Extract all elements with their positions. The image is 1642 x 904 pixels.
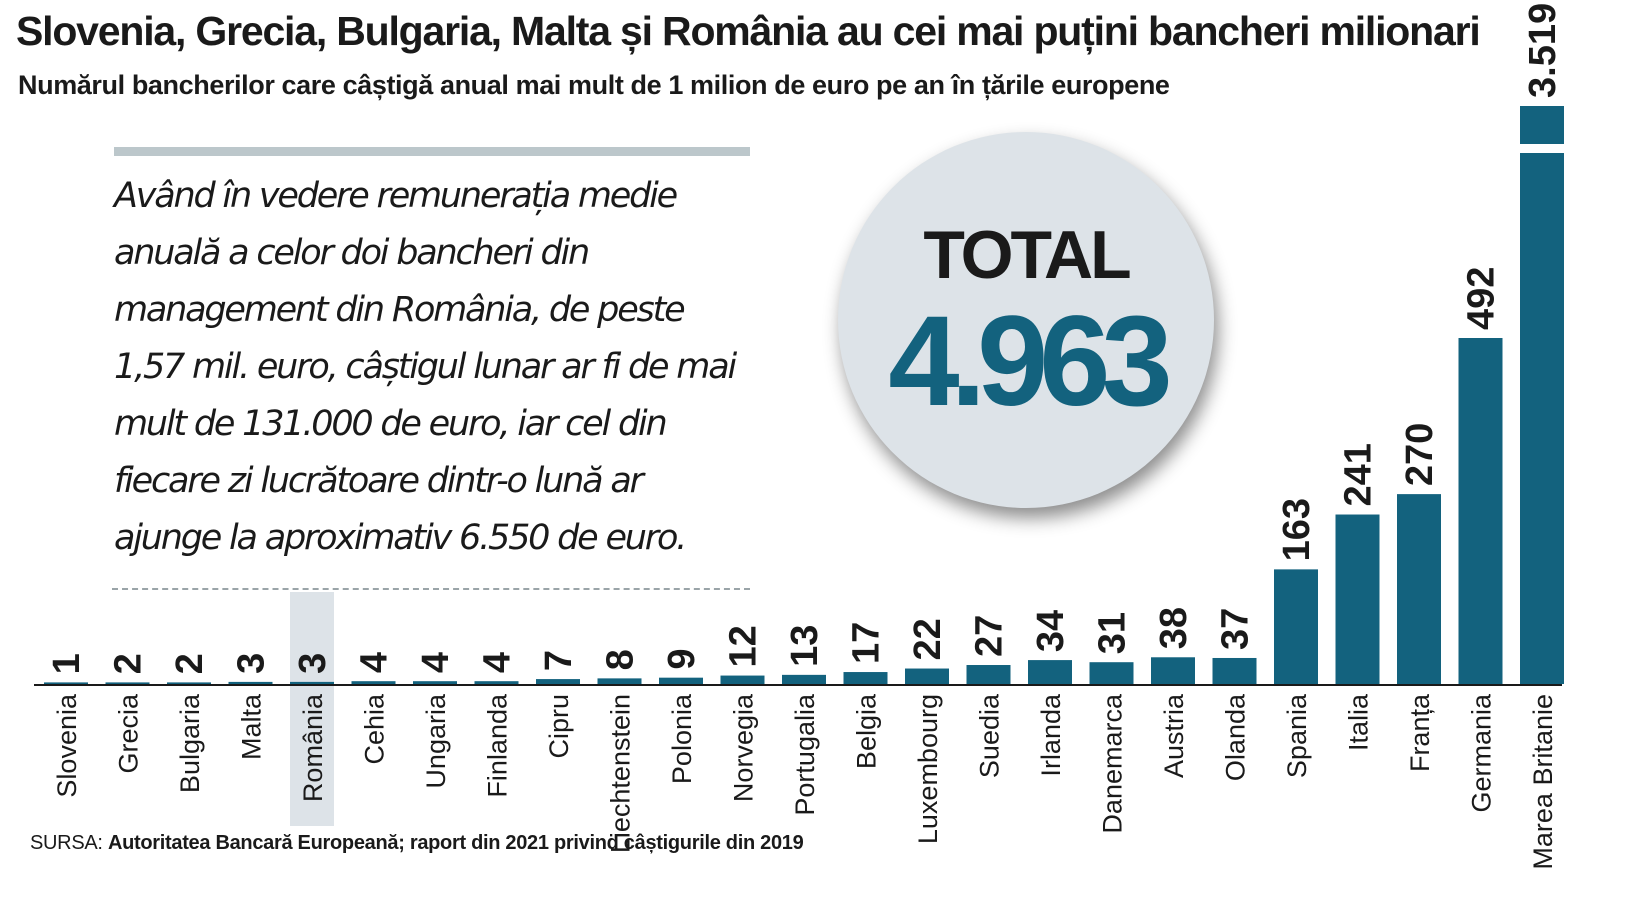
chart-title: Slovenia, Grecia, Bulgaria, Malta și Rom…: [16, 8, 1481, 54]
bar: [228, 681, 273, 684]
bar: [597, 678, 642, 684]
source-note: SURSA: Autoritatea Bancară Europeană; ra…: [30, 832, 804, 855]
data-label: 270: [1399, 423, 1441, 486]
highlight-band: [290, 592, 334, 826]
bar: [44, 682, 88, 684]
data-label: 38: [1153, 607, 1195, 649]
tick-label: Austria: [1159, 693, 1189, 778]
data-label: 4: [415, 652, 457, 673]
data-label: 492: [1461, 267, 1503, 330]
bar: [351, 681, 396, 684]
bar: [1212, 657, 1257, 684]
tick-label: Olanda: [1221, 693, 1251, 781]
axis-break: [1518, 144, 1566, 153]
bar: [105, 682, 150, 684]
data-label: 3: [292, 653, 334, 674]
bar: [1520, 106, 1564, 684]
tick-label: Marea Britanie: [1528, 694, 1558, 870]
data-label: 17: [846, 622, 888, 664]
tick-label: Suedia: [975, 693, 1005, 778]
tick-label: Cipru: [544, 694, 574, 759]
quote-divider: [112, 588, 750, 590]
bar: [1151, 657, 1195, 684]
data-label: 22: [907, 618, 949, 660]
bar: [474, 681, 519, 684]
data-label: 2: [108, 653, 150, 674]
data-label: 13: [784, 625, 826, 667]
bar: [659, 677, 703, 684]
tick-label: Ungaria: [421, 693, 451, 789]
tick-label: România: [298, 693, 328, 802]
bar: [1397, 494, 1441, 684]
chart-subtitle: Numărul bancherilor care câștigă anual m…: [18, 70, 1170, 100]
bar: [167, 682, 211, 684]
source-text: Autoritatea Bancară Europeană; raport di…: [107, 832, 804, 854]
quote-accent-bar: [114, 147, 750, 156]
data-label: 1: [46, 653, 88, 674]
data-label: 241: [1338, 443, 1380, 506]
tick-label: Portugalia: [790, 693, 820, 816]
data-label: 3.519: [1522, 3, 1564, 98]
bar: [1335, 514, 1380, 684]
bar: [1028, 660, 1072, 684]
tick-label: Cehia: [360, 693, 390, 765]
tick-label: Italia: [1344, 693, 1374, 751]
data-label: 27: [969, 615, 1011, 657]
tick-label: Grecia: [114, 693, 144, 774]
source-prefix: SURSA:: [30, 832, 103, 854]
data-label: 12: [723, 625, 765, 667]
data-label: 163: [1276, 498, 1318, 561]
data-label: 37: [1215, 608, 1257, 650]
tick-label: Belgia: [852, 693, 882, 769]
data-label: 4: [354, 652, 396, 673]
tick-label: Franța: [1405, 693, 1435, 772]
total-label: TOTAL: [923, 217, 1131, 293]
tick-label: Bulgaria: [175, 693, 205, 793]
tick-label: Norvegia: [729, 693, 759, 802]
tick-label: Spania: [1282, 693, 1312, 778]
tick-label: Polonia: [667, 693, 697, 784]
tick-label: Irlanda: [1036, 693, 1066, 777]
data-label: 7: [538, 650, 580, 671]
total-value: 4.963: [888, 290, 1172, 433]
data-label: 34: [1030, 610, 1072, 652]
bar: [290, 681, 334, 684]
data-label: 9: [661, 649, 703, 670]
data-label: 8: [600, 649, 642, 670]
data-label: 3: [231, 653, 273, 674]
bar: [1458, 338, 1503, 684]
bar: [1274, 569, 1318, 684]
tick-label: Luxembourg: [913, 694, 943, 844]
tick-label: Slovenia: [52, 693, 82, 798]
tick-label: Finlanda: [483, 693, 513, 798]
bar: [782, 674, 826, 684]
data-label: 31: [1092, 612, 1134, 654]
bar: [1089, 662, 1134, 684]
total-circle: TOTAL 4.963: [838, 132, 1214, 508]
bar: [720, 675, 765, 684]
data-label: 2: [169, 653, 211, 674]
tick-label: Danemarca: [1098, 693, 1128, 834]
pull-quote: Având în vedere remunerația medie anuală…: [114, 176, 737, 558]
bar: [536, 679, 580, 684]
tick-label: Malta: [237, 693, 267, 760]
tick-label: Liechtenstein: [606, 694, 636, 853]
bar: [843, 672, 888, 684]
bar: [905, 668, 949, 684]
bar: [966, 665, 1011, 684]
data-label: 4: [477, 652, 519, 673]
tick-label: Germania: [1467, 693, 1497, 813]
bar: [413, 681, 457, 684]
